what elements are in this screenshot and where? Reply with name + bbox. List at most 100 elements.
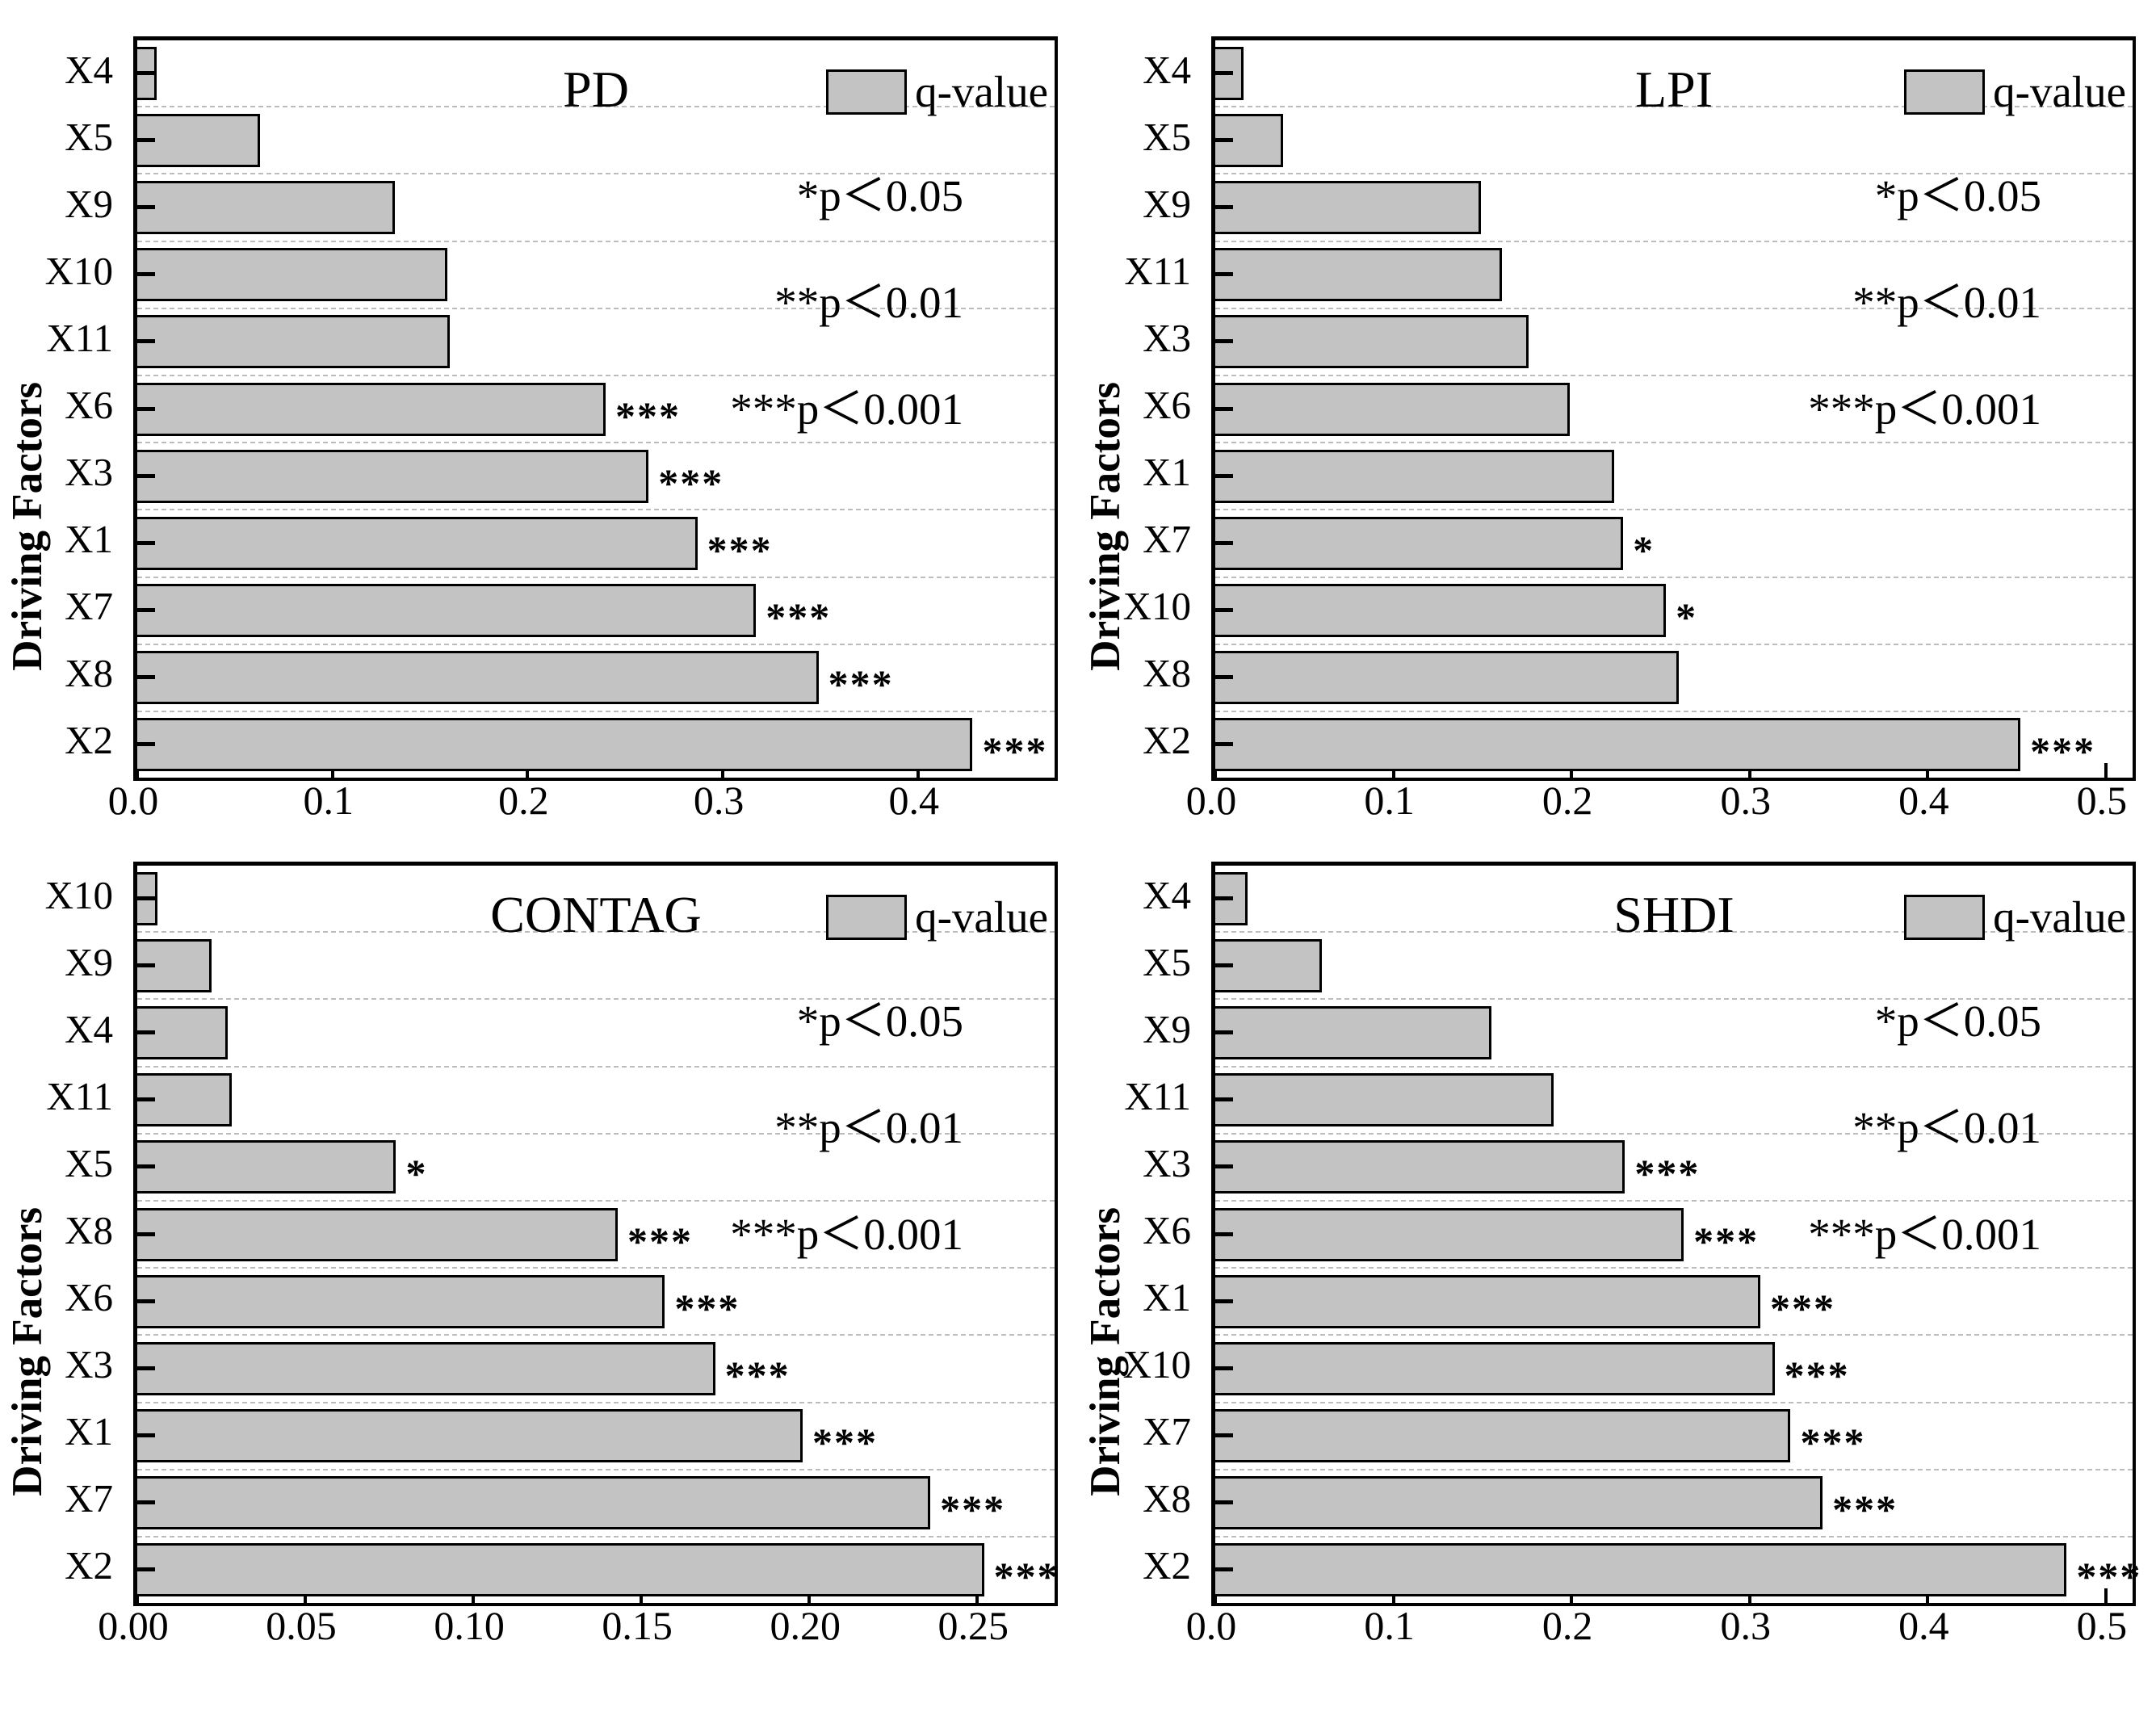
legend-swatch-icon (1904, 894, 1986, 940)
bar-rows: *** *** *** *** *** *** (137, 40, 1055, 778)
bar-row (137, 40, 1055, 108)
category-tick-label: X9 (65, 940, 113, 984)
category-tick-mark (137, 1567, 155, 1572)
bar-pd-x9 (137, 180, 396, 234)
bar-lpi-x8 (1215, 651, 1679, 705)
significance-stars: * (1676, 594, 1698, 640)
significance-stars: *** (627, 1218, 694, 1264)
x-tick-label: 0.2 (1541, 1603, 1593, 1648)
bar-row (1215, 933, 2133, 1001)
x-tick-label: 0.1 (1364, 1603, 1415, 1648)
plot-area-shdi: SHDI q-value *p＜0.05 **p＜0.01 ***p＜0.001 *** *… (1211, 862, 2140, 1606)
x-tick-label: 0.05 (266, 1603, 337, 1648)
significance-stars: *** (828, 661, 894, 707)
bar-row: *** (137, 1403, 1055, 1470)
category-tick-mark (1215, 1231, 1233, 1236)
category-tick-label: X8 (1143, 651, 1191, 695)
bar-row: *** (1215, 1269, 2133, 1336)
category-axis: X10 X9 X4 X11 X5 X8 X6 X3 X1 X7 X2 (0, 862, 123, 1599)
category-tick-label: X6 (1143, 1208, 1191, 1252)
x-tick-label: 0.1 (303, 778, 354, 823)
plot-area-contag: CONTAG q-value *p＜0.05 **p＜0.01 ***p＜0.001 * *… (133, 862, 1058, 1606)
category-tick-label: X2 (65, 718, 113, 762)
bar-row (1215, 443, 2133, 511)
legend-swatch-icon (826, 894, 908, 940)
category-tick-mark (1215, 473, 1233, 478)
category-tick-mark (1215, 406, 1233, 411)
category-tick-mark (137, 1500, 155, 1505)
bar-contag-x4 (137, 1005, 229, 1059)
figure-quadrant-bar-charts: Driving Factors X4 X5 X9 X10 X11 X6 X3 X1 X7 X8 X2 P… (0, 36, 2141, 1651)
category-tick-mark (137, 406, 155, 411)
bar-rows: * *** *** *** *** *** *** (137, 866, 1058, 1603)
category-tick-label: X3 (65, 1342, 113, 1386)
bar-row (137, 107, 1055, 175)
bar-row (1215, 645, 2133, 712)
bar-row: *** (137, 510, 1055, 578)
x-tick-label: 0.3 (693, 778, 745, 823)
bar-row (137, 1000, 1055, 1068)
category-tick-mark (137, 204, 155, 209)
bar-pd-x3 (137, 449, 649, 503)
category-tick-mark (1215, 742, 1233, 747)
x-axis-labels: 0.0 0.1 0.2 0.3 0.4 0.5 (1186, 1602, 2129, 1651)
category-tick-label: X7 (1143, 1409, 1191, 1454)
bar-row: *** (137, 1269, 1055, 1336)
bar-shdi-x5 (1215, 938, 1323, 992)
category-tick-mark (137, 742, 155, 747)
bar-contag-x2 (137, 1543, 984, 1597)
significance-stars: *** (1693, 1218, 1760, 1264)
category-tick-mark (1215, 1164, 1233, 1169)
bar-shdi-x3 (1215, 1140, 1625, 1194)
bar-row: *** (1215, 1202, 2133, 1269)
bar-row (1215, 866, 2133, 933)
bar-pd-x7 (137, 584, 757, 638)
significance-stars: *** (2076, 1554, 2142, 1600)
category-tick-label: X9 (1143, 182, 1191, 226)
legend: q-value *p＜0.05 **p＜0.01 ***p＜0.001 (1808, 66, 2126, 437)
bar-row (1215, 309, 2133, 376)
bar-row: *** (137, 443, 1055, 511)
category-tick-mark (1215, 675, 1233, 680)
bar-pd-x10 (137, 248, 448, 302)
significance-stars: *** (1800, 1420, 1866, 1466)
category-tick-label: X7 (1143, 517, 1191, 561)
bar-row: *** (137, 1202, 1055, 1269)
category-tick-label: X10 (1122, 584, 1191, 628)
category-tick-label: X8 (65, 1208, 113, 1252)
bar-shdi-x8 (1215, 1476, 1823, 1530)
significance-stars: *** (940, 1487, 1006, 1533)
bar-row (1215, 376, 2133, 444)
x-tick-label: 0.00 (98, 1603, 169, 1648)
bar-pd-x5 (137, 113, 261, 167)
x-tick-label: 0.15 (602, 1603, 673, 1648)
category-tick-label: X3 (65, 450, 113, 494)
x-tick-label: 0.3 (1720, 778, 1771, 823)
category-tick-label: X7 (65, 1476, 113, 1521)
x-axis-labels: 0.0 0.1 0.2 0.3 0.4 (108, 777, 1051, 825)
legend-label: q-value (1993, 892, 2126, 942)
category-tick-label: X9 (1143, 1007, 1191, 1051)
x-tick-mark (2104, 763, 2108, 778)
category-tick-label: X7 (65, 584, 113, 628)
legend-significance-note: **p＜0.01 (774, 1103, 963, 1152)
bar-row (1215, 1000, 2133, 1068)
x-tick-label: 0.5 (2076, 1603, 2128, 1648)
category-tick-mark (1215, 1500, 1233, 1505)
x-tick-label: 0.4 (888, 778, 940, 823)
bar-row: *** (137, 1538, 1058, 1603)
bar-shdi-x6 (1215, 1207, 1684, 1261)
chart-title: PD (563, 61, 629, 118)
bar-shdi-x11 (1215, 1073, 1554, 1127)
bar-row: *** (1215, 1470, 2133, 1538)
category-tick-mark (137, 1097, 155, 1102)
category-axis: X4 X5 X9 X11 X3 X6 X1 X10 X7 X8 X2 (1078, 862, 1201, 1599)
category-tick-label: X8 (65, 651, 113, 695)
legend-significance-note: **p＜0.01 (774, 278, 963, 327)
bar-row: * (1215, 578, 2133, 645)
category-tick-mark (1215, 963, 1233, 967)
bar-row (137, 1068, 1055, 1135)
legend: q-value *p＜0.05 **p＜0.01 ***p＜0.001 (1808, 891, 2126, 1262)
legend-entry-q-value: q-value (826, 66, 1048, 117)
bar-row (1215, 174, 2133, 242)
